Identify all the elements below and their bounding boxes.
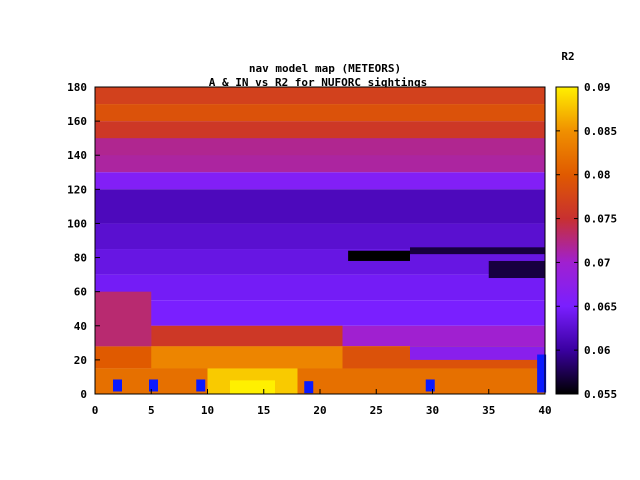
heatmap-area bbox=[95, 87, 545, 394]
colorbar-tick-label: 0.09 bbox=[584, 81, 611, 94]
y-tick-label: 0 bbox=[80, 388, 87, 401]
y-tick-label: 160 bbox=[67, 115, 87, 128]
y-axis: 0 20 40 60 80 100 120 140 160 180 bbox=[67, 81, 100, 401]
x-tick-label: 30 bbox=[426, 404, 439, 417]
heatmap-cell bbox=[151, 346, 343, 369]
y-tick-label: 100 bbox=[67, 217, 87, 230]
colorbar-tick-label: 0.08 bbox=[584, 169, 611, 182]
colorbar-tick-label: 0.075 bbox=[584, 213, 617, 226]
data-marker bbox=[149, 379, 158, 392]
y-tick-label: 180 bbox=[67, 81, 87, 94]
x-tick-label: 40 bbox=[538, 404, 551, 417]
heatmap-cell bbox=[348, 250, 410, 261]
data-marker bbox=[304, 381, 314, 394]
heatmap-cell bbox=[95, 138, 545, 156]
heatmap-band bbox=[95, 300, 545, 326]
colorbar-label: R2 bbox=[561, 50, 574, 63]
y-tick-label: 80 bbox=[74, 252, 87, 265]
heatmap-band bbox=[95, 274, 545, 301]
heatmap-band bbox=[95, 223, 545, 250]
y-tick-label: 60 bbox=[74, 286, 87, 299]
colorbar bbox=[555, 86, 579, 395]
heatmap-cell bbox=[151, 325, 343, 347]
heatmap-band bbox=[95, 172, 545, 190]
heatmap-band bbox=[95, 87, 545, 105]
data-marker bbox=[196, 379, 206, 392]
heatmap-cell bbox=[230, 380, 275, 394]
heatmap-cell bbox=[410, 346, 545, 360]
heatmap-cell bbox=[95, 291, 152, 347]
x-tick-label: 35 bbox=[482, 404, 495, 417]
x-tick-label: 15 bbox=[257, 404, 270, 417]
data-marker bbox=[537, 354, 547, 393]
x-tick-label: 10 bbox=[201, 404, 214, 417]
x-tick-label: 20 bbox=[313, 404, 326, 417]
heatmap-band bbox=[95, 104, 545, 122]
colorbar-tick-label: 0.085 bbox=[584, 125, 617, 138]
y-tick-label: 20 bbox=[74, 354, 87, 367]
colorbar-tick-label: 0.07 bbox=[584, 256, 611, 269]
x-tick-label: 25 bbox=[370, 404, 383, 417]
y-tick-label: 40 bbox=[74, 320, 87, 333]
heatmap-cell bbox=[410, 247, 545, 255]
colorbar-tick-label: 0.06 bbox=[584, 344, 611, 357]
x-tick-label: 0 bbox=[92, 404, 99, 417]
colorbar-tick-label: 0.065 bbox=[584, 300, 617, 313]
marker-layer bbox=[113, 354, 547, 394]
x-tick-label: 5 bbox=[148, 404, 155, 417]
colorbar-tick-label: 0.055 bbox=[584, 388, 617, 401]
y-tick-label: 120 bbox=[67, 183, 87, 196]
chart-title: nav model map (METEORS) bbox=[249, 62, 401, 75]
heatmap-cell bbox=[488, 260, 545, 279]
heatmap-band bbox=[95, 189, 545, 224]
y-tick-label: 140 bbox=[67, 149, 87, 162]
data-marker bbox=[113, 379, 122, 392]
data-marker bbox=[425, 379, 435, 392]
x-axis: 0 5 10 15 20 25 30 35 40 bbox=[92, 389, 552, 417]
colorbar-ticks: 0.055 0.06 0.065 0.07 0.075 0.08 0.085 0.09 bbox=[556, 81, 617, 401]
chart-subtitle: A & IN vs R2 for NUFORC sightings bbox=[209, 76, 428, 89]
